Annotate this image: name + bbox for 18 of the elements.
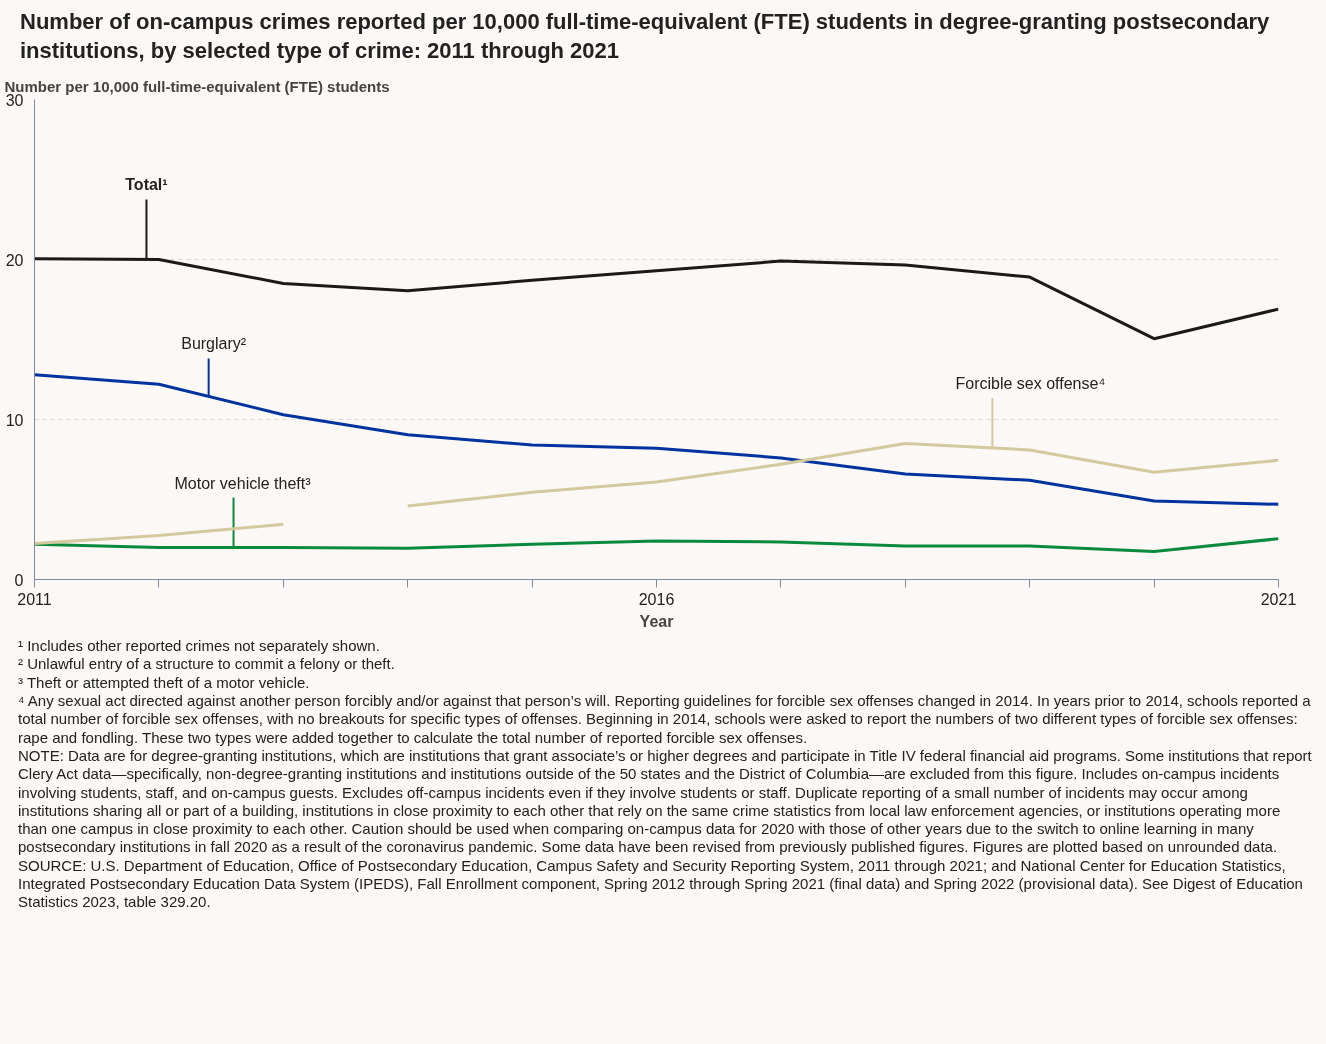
text: ³ Theft or attempted theft of a motor vehicle. xyxy=(18,673,311,693)
x-axis-title: Year xyxy=(639,612,674,630)
text: Motor vehicle theft³ xyxy=(174,474,312,492)
text: Burglary² xyxy=(181,335,247,353)
text: NOTE: Data are for degree-granting institutions, which are institutions that grant associate’s or higher degrees and participate in Title IV federal financial aid programs. Some institutions that report Clery Act data—specifically, non-degree-granting institutions and institutions outside of the 50 states and the District of Columbia—are excluded from this figure. Includes on-campus incidents involving students, staff, and on-campus guests. Excludes off-campus incidents even if they involve students or staff. Duplicate reporting of a small number of incidents may occur among institutions sharing all or part of a building, institutions in close proximity to each other that rely on the same crime statistics from local law enforcement agencies, or institutions operating more than one campus in close proximity to each other. Caution should be used when comparing on-campus data for 2020 with those of other years due to the switch to online learning in many postsecondary institutions in fall 2020 as a result of the coronavirus pandemic. Some data have been revised from previously published figures. Figures are plotted based on unrounded data. xyxy=(18,746,1313,857)
x-tick-label: 2021 xyxy=(1260,590,1297,608)
y-tick-label: 0 xyxy=(14,571,24,589)
y-tick-label: 10 xyxy=(5,411,24,429)
y-tick-label: 20 xyxy=(5,251,24,269)
text: ⁴ Any sexual act directed against another person forcibly and/or against that person’s will. Reporting guidelines for forcible sex offenses changed in 2014. In years prior to 2014, schools reported a total number of forcible sex offenses, with no breakouts for specific types of offenses. Beginning in 2014, schools were asked to report the numbers of two different types of forcible sex offenses: rape and fondling. These two types were added together to calculate the total number of reported forcible sex offenses. xyxy=(18,692,1312,747)
text: ² Unlawful entry of a structure to commit a felony or theft. xyxy=(18,655,396,674)
source-note: SOURCE: U.S. Department of Education, Office of Postsecondary Education, Campus Safety and Security Reporting System, 2011 through 2021; and National Center for Education Statistics, Integrated Postsecondary Education Data System (IPEDS), Fall Enrollment component, Spring 2012 through Spring 2021 (final data) and Spring 2022 (provisional data). See Digest of Education Statistics 2023, table 329.20. xyxy=(18,856,1304,912)
text: ¹ Includes other reported crimes not separately shown. xyxy=(18,637,381,656)
chart-title: Number of on-campus crimes reported per 10,000 full-time-equivalent (FTE) students in degree-granting postsecondary institutions, by selected type of crime: 2011 through 2021 xyxy=(20,8,1271,65)
x-tick-label: 2011 xyxy=(17,590,52,608)
x-tick-label: 2016 xyxy=(638,590,675,608)
text: Forcible sex offense⁴ xyxy=(955,375,1106,393)
text: Total¹ xyxy=(125,176,168,194)
